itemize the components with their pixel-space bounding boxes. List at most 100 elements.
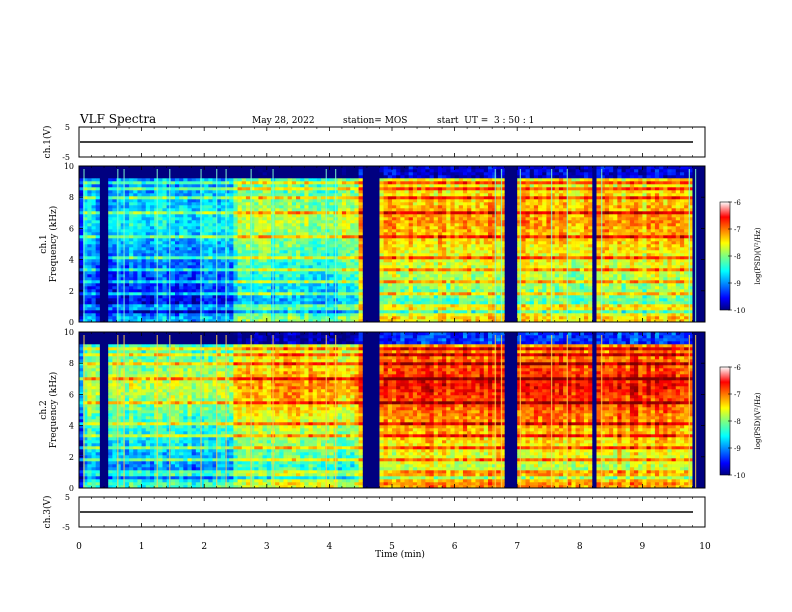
spectrogram-cell — [350, 193, 355, 197]
spectrogram-cell — [145, 310, 151, 314]
spectrogram-cell — [366, 310, 372, 314]
spectrogram-cell — [396, 280, 401, 284]
spectrogram-cell — [254, 313, 259, 317]
spectrogram-cell — [316, 307, 322, 311]
spectrogram-cell — [99, 184, 105, 188]
spectrogram-cell — [104, 181, 109, 185]
spectrogram-cell — [195, 271, 201, 275]
spectrogram-cell — [124, 295, 130, 299]
spectrogram-cell — [258, 280, 263, 284]
spectrogram-cell — [458, 289, 464, 293]
spectrogram-cell — [195, 298, 201, 302]
spectrogram-cell — [116, 208, 122, 212]
spectrogram-cell — [200, 196, 205, 200]
spectrogram-cell — [133, 238, 138, 242]
spectrogram-cell — [354, 178, 359, 182]
spectrogram-cell — [346, 259, 351, 263]
spectrogram-cell — [471, 262, 476, 266]
spectrogram-cell — [183, 244, 188, 248]
spectrogram-cell — [87, 265, 92, 269]
spectrogram-cell — [462, 226, 468, 230]
spectrogram-cell — [454, 274, 460, 278]
spectrogram-cell — [350, 226, 355, 230]
spectrogram-cell — [275, 175, 280, 179]
spectrogram-cell — [471, 304, 476, 308]
spectrogram-cell — [83, 268, 88, 272]
spectrogram-cell — [204, 304, 209, 308]
spectrogram-cell — [300, 193, 305, 197]
spectrogram-cell — [321, 268, 326, 272]
spectrogram-cell — [283, 199, 288, 203]
spectrogram-cell — [467, 271, 472, 275]
spectrogram-cell — [417, 247, 422, 251]
spectrogram-cell — [174, 223, 180, 227]
spectrogram-cell — [145, 280, 151, 284]
spectrogram-cell — [454, 199, 460, 203]
spectrogram-cell — [404, 247, 409, 251]
spectrogram-cell — [116, 268, 122, 272]
spectrogram-cell — [191, 211, 197, 215]
spectrogram-cell — [216, 208, 222, 212]
spectrogram-cell — [170, 205, 176, 209]
spectrogram-cell — [83, 232, 88, 236]
spectrogram-cell — [237, 178, 243, 182]
spectrogram-cell — [133, 244, 138, 248]
spectrogram-cell — [79, 214, 84, 218]
spectrogram-cell — [262, 265, 268, 269]
spectrogram-cell — [87, 211, 92, 215]
spectrogram-cell — [383, 190, 389, 194]
spectrogram-cell — [471, 199, 476, 203]
spectrogram-cell — [471, 178, 476, 182]
spectrogram-cell — [266, 271, 272, 275]
spectrogram-cell — [429, 190, 435, 194]
spectrogram-cell — [429, 313, 435, 317]
spectrogram-cell — [87, 184, 92, 188]
spectrogram-cell — [383, 310, 389, 314]
spectrogram-cell — [116, 166, 122, 170]
spectrogram-cell — [216, 172, 222, 176]
spectrogram-cell — [312, 301, 318, 305]
spectrogram-cell — [467, 295, 472, 299]
spectrogram-cell — [229, 220, 234, 224]
spectrogram-cell — [291, 202, 297, 206]
spectrogram-cell — [200, 175, 205, 179]
spectrogram-cell — [254, 202, 259, 206]
spectrogram-cell — [191, 196, 197, 200]
spectrogram-cell — [379, 244, 384, 248]
spectrogram-cell — [354, 316, 359, 320]
spectrogram-cell — [387, 181, 393, 185]
spectrogram-cell — [446, 262, 451, 266]
spectrogram-cell — [400, 217, 405, 221]
spectrogram-cell — [158, 220, 163, 224]
spectrogram-cell — [304, 172, 309, 176]
spectrogram-cell — [433, 175, 439, 179]
spectrogram-cell — [91, 229, 96, 233]
spectrogram-cell — [404, 292, 409, 296]
spectrogram-cell — [375, 295, 380, 299]
spectrogram-cell — [95, 226, 101, 230]
spectrogram-cell — [183, 187, 188, 191]
spectrogram-cell — [321, 190, 326, 194]
spectrogram-cell — [283, 244, 288, 248]
spectrogram-cell — [216, 307, 222, 311]
spectrogram-cell — [379, 199, 384, 203]
spectrogram-cell — [300, 256, 305, 260]
spectrogram-cell — [396, 274, 401, 278]
spectrogram-cell — [183, 181, 188, 185]
spectrogram-cell — [141, 316, 147, 320]
spectrogram-cell — [149, 316, 155, 320]
spectrogram-cell — [412, 271, 418, 275]
spectrogram-cell — [308, 229, 313, 233]
spectrogram-cell — [425, 277, 430, 281]
spectrogram-cell — [429, 310, 435, 314]
spectrogram-cell — [354, 217, 359, 221]
spectrogram-cell — [475, 244, 480, 248]
spectrogram-cell — [287, 304, 293, 308]
spectrogram-cell — [145, 307, 151, 311]
spectrogram-cell — [225, 178, 230, 182]
spectrogram-cell — [454, 184, 460, 188]
spectrogram-cell — [408, 205, 414, 209]
spectrogram-cell — [191, 301, 197, 305]
spectrogram-cell — [350, 166, 355, 170]
spectrogram-cell — [437, 253, 443, 257]
